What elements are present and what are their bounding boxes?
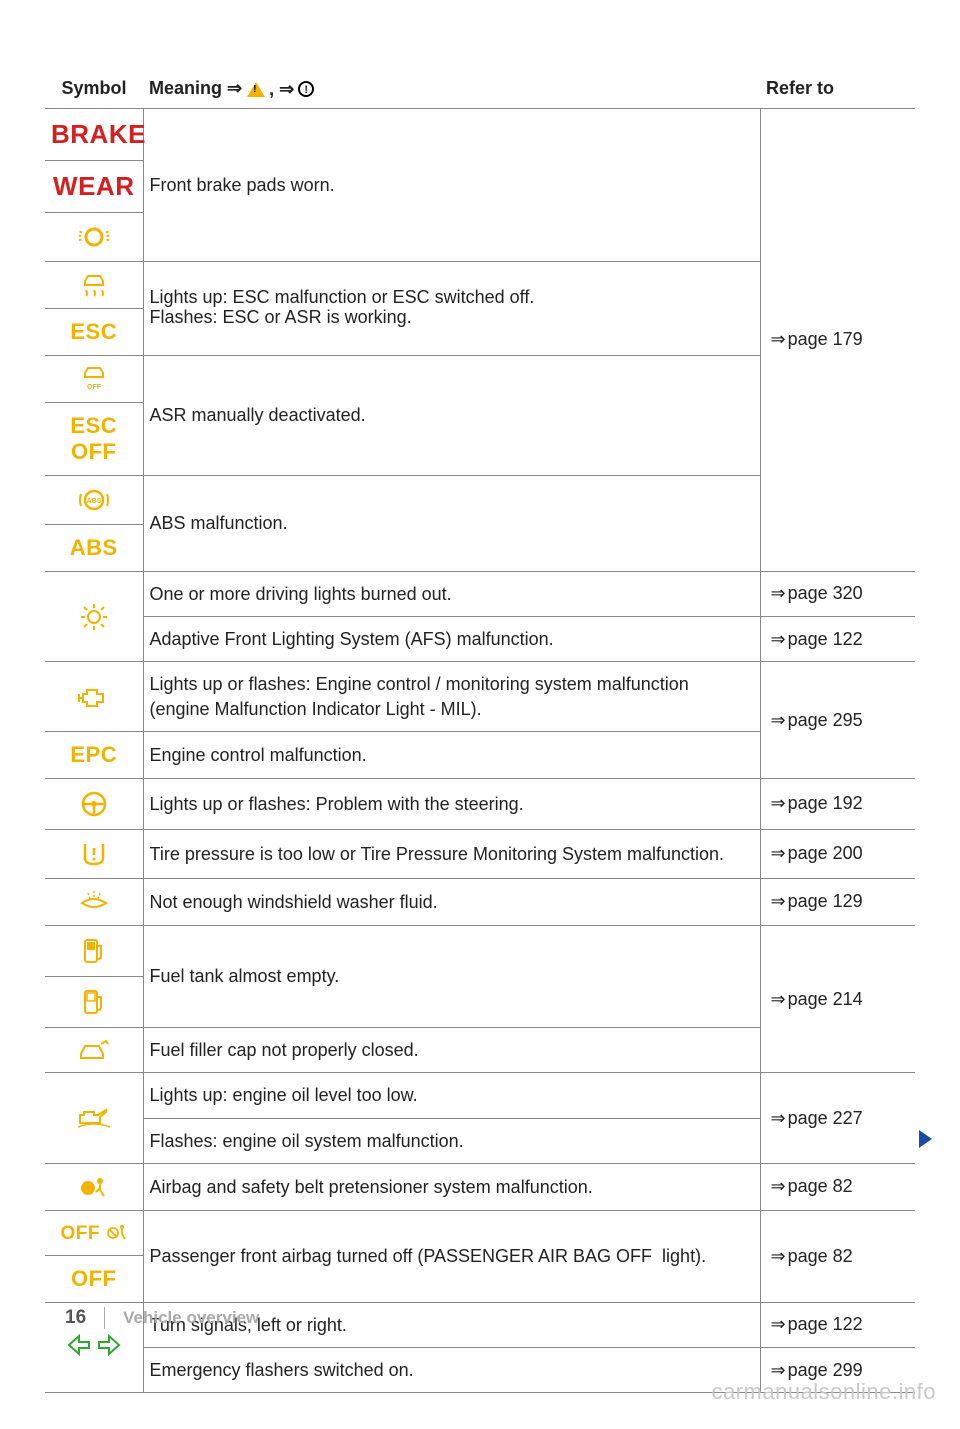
continuation-arrow-icon bbox=[919, 1130, 932, 1148]
fuel-pump-icon-1 bbox=[45, 925, 143, 976]
symbol-off: OFF bbox=[45, 1255, 143, 1302]
tpms-icon bbox=[45, 829, 143, 878]
fuel-cap-icon bbox=[45, 1027, 143, 1072]
refer-p200: page 200 bbox=[760, 829, 915, 878]
symbol-wear: WEAR bbox=[45, 160, 143, 212]
esc-car-icon bbox=[45, 261, 143, 308]
engine-icon bbox=[45, 662, 143, 732]
abs-circle-icon: ABS bbox=[45, 475, 143, 524]
fuel-pump-icon-2 bbox=[45, 976, 143, 1027]
refer-p129: page 129 bbox=[760, 878, 915, 925]
esc-off-car-icon: OFF bbox=[45, 355, 143, 402]
refer-p214: page 214 bbox=[760, 925, 915, 1072]
warning-triangle-icon bbox=[247, 82, 265, 97]
header-warning-icons: , ⇒ ! bbox=[247, 79, 314, 100]
refer-p122-2: page 122 bbox=[760, 1302, 915, 1347]
symbol-esc: ESC bbox=[45, 308, 143, 355]
meaning-pass-airbag: Passenger front airbag turned off (PASSE… bbox=[143, 1210, 760, 1302]
svg-text:ABS: ABS bbox=[86, 498, 101, 505]
footer-separator bbox=[104, 1307, 105, 1329]
svg-text:OFF: OFF bbox=[87, 384, 102, 391]
symbol-off-airbag: OFF bbox=[45, 1210, 143, 1255]
symbol-table: Symbol Meaning ⇒ , ⇒ ! Refer to BRAKE Fr… bbox=[45, 70, 915, 1393]
meaning-oil-malf: Flashes: engine oil system malfunction. bbox=[143, 1118, 760, 1163]
header-refer: Refer to bbox=[760, 70, 915, 108]
meaning-fuel-empty: Fuel tank almost empty. bbox=[143, 925, 760, 1027]
meaning-abs: ABS malfunction. bbox=[143, 475, 760, 571]
meaning-airbag-malf: Airbag and safety belt pretensioner syst… bbox=[143, 1163, 760, 1210]
footer-page-number: 16 bbox=[65, 1307, 86, 1329]
refer-p82-2: page 82 bbox=[760, 1210, 915, 1302]
symbol-epc: EPC bbox=[45, 731, 143, 778]
meaning-steering: Lights up or flashes: Problem with the s… bbox=[143, 778, 760, 829]
refer-p227: page 227 bbox=[760, 1073, 915, 1164]
oil-can-icon bbox=[45, 1073, 143, 1164]
refer-p320: page 320 bbox=[760, 571, 915, 616]
meaning-emerg-flash: Emergency flashers switched on. bbox=[143, 1348, 760, 1393]
bulb-icon bbox=[45, 571, 143, 662]
refer-p295: page 295 bbox=[760, 662, 915, 779]
meaning-asr: ASR manually deactivated. bbox=[143, 355, 760, 475]
meaning-washer: Not enough windshield washer fluid. bbox=[143, 878, 760, 925]
washer-icon bbox=[45, 878, 143, 925]
refer-p82-1: page 82 bbox=[760, 1163, 915, 1210]
symbol-abs: ABS bbox=[45, 524, 143, 571]
header-symbol: Symbol bbox=[45, 70, 143, 108]
airbag-icon bbox=[45, 1163, 143, 1210]
page-footer: 16 Vehicle overview bbox=[65, 1307, 259, 1329]
info-circle-icon: ! bbox=[298, 81, 314, 97]
meaning-esc: Lights up: ESC malfunction or ESC switch… bbox=[143, 261, 760, 355]
refer-p179: page 179 bbox=[760, 108, 915, 571]
refer-p192: page 192 bbox=[760, 778, 915, 829]
meaning-fuel-cap: Fuel filler cap not properly closed. bbox=[143, 1027, 760, 1072]
header-meaning: Meaning ⇒ , ⇒ ! bbox=[143, 70, 760, 108]
page-content: Symbol Meaning ⇒ , ⇒ ! Refer to BRAKE Fr… bbox=[0, 0, 960, 1393]
watermark-text: carmanualsonline.info bbox=[711, 1379, 936, 1405]
meaning-mil: Lights up or flashes: Engine control / m… bbox=[143, 662, 760, 732]
meaning-epc: Engine control malfunction. bbox=[143, 731, 760, 778]
meaning-brake-pads: Front brake pads worn. bbox=[143, 108, 760, 261]
refer-p122: page 122 bbox=[760, 617, 915, 662]
steering-icon bbox=[45, 778, 143, 829]
brake-disc-icon bbox=[45, 212, 143, 261]
symbol-brake: BRAKE bbox=[45, 108, 143, 160]
meaning-afs: Adaptive Front Lighting System (AFS) mal… bbox=[143, 617, 760, 662]
meaning-driving-lights: One or more driving lights burned out. bbox=[143, 571, 760, 616]
meaning-tpms: Tire pressure is too low or Tire Pressur… bbox=[143, 829, 760, 878]
meaning-oil-low: Lights up: engine oil level too low. bbox=[143, 1073, 760, 1118]
symbol-esc-off: ESC OFF bbox=[45, 402, 143, 475]
footer-section-title: Vehicle overview bbox=[123, 1308, 259, 1328]
